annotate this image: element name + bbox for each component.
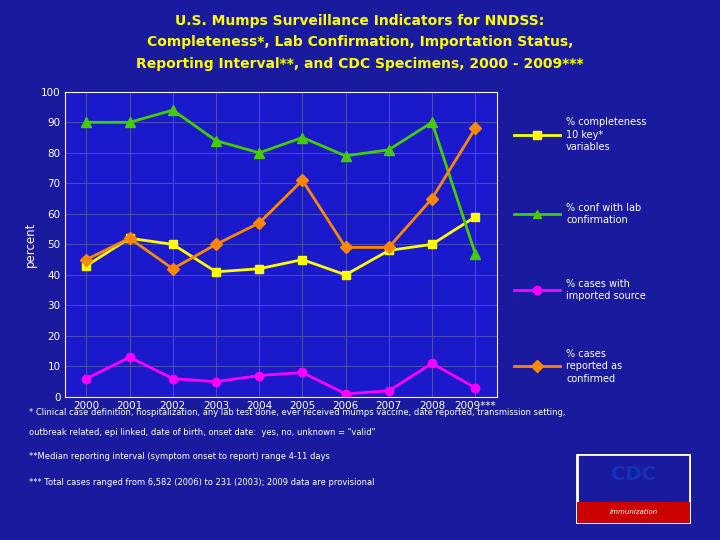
Text: U.S. Mumps Surveillance Indicators for NNDSS:: U.S. Mumps Surveillance Indicators for N… — [176, 14, 544, 28]
Text: Immunization: Immunization — [609, 509, 658, 515]
Text: CDC: CDC — [611, 465, 656, 484]
Text: % conf with lab
confirmation: % conf with lab confirmation — [566, 202, 642, 225]
Text: **Median reporting interval (symptom onset to report) range 4-11 days: **Median reporting interval (symptom ons… — [29, 452, 330, 461]
Text: % completeness
10 key*
variables: % completeness 10 key* variables — [566, 117, 647, 152]
Text: Completeness*, Lab Confirmation, Importation Status,: Completeness*, Lab Confirmation, Importa… — [147, 35, 573, 49]
Text: % cases with
imported source: % cases with imported source — [566, 279, 646, 301]
Text: * Clinical case definition, hospitalization, any lab test done, ever received mu: * Clinical case definition, hospitalizat… — [29, 408, 565, 417]
Text: Reporting Interval**, and CDC Specimens, 2000 - 2009***: Reporting Interval**, and CDC Specimens,… — [136, 57, 584, 71]
Y-axis label: percent: percent — [24, 221, 37, 267]
Text: *** Total cases ranged from 6,582 (2006) to 231 (2003); 2009 data are provisiona: *** Total cases ranged from 6,582 (2006)… — [29, 478, 374, 487]
Text: outbreak related, epi linked, date of birth, onset date:  yes, no, unknown = "va: outbreak related, epi linked, date of bi… — [29, 428, 375, 437]
Bar — [577, 502, 690, 523]
Text: % cases
reported as
confirmed: % cases reported as confirmed — [566, 349, 622, 384]
